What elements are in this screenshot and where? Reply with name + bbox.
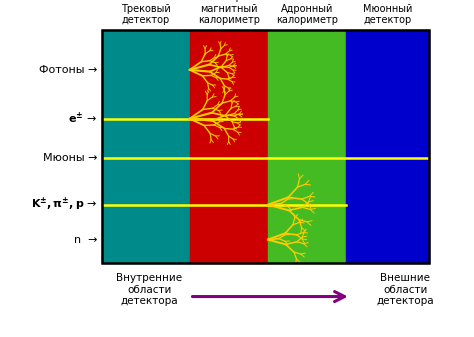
Bar (190, 30, 268, 263)
Text: $\mathbf{e^{\pm}}$ →: $\mathbf{e^{\pm}}$ → (68, 111, 97, 126)
Text: Внутренние
области
детектора: Внутренние области детектора (116, 273, 182, 306)
Bar (102, 30, 190, 263)
Text: n  →: n → (73, 235, 97, 245)
Text: Мюоны →: Мюоны → (43, 153, 97, 163)
Bar (346, 30, 429, 263)
Bar (268, 30, 346, 263)
Text: Фотоны →: Фотоны → (39, 65, 97, 75)
Text: Адронный
калориметр: Адронный калориметр (276, 4, 338, 25)
Text: Электро-
магнитный
калориметр: Электро- магнитный калориметр (198, 0, 260, 25)
Text: Трековый
детектор: Трековый детектор (121, 4, 171, 25)
Text: Внешние
области
детектора: Внешние области детектора (376, 273, 434, 306)
Text: $\mathbf{K^{\pm},\pi^{\pm},p}$ →: $\mathbf{K^{\pm},\pi^{\pm},p}$ → (31, 196, 97, 213)
Bar (102, 30, 429, 263)
Text: Мюонный
детектор: Мюонный детектор (363, 4, 412, 25)
